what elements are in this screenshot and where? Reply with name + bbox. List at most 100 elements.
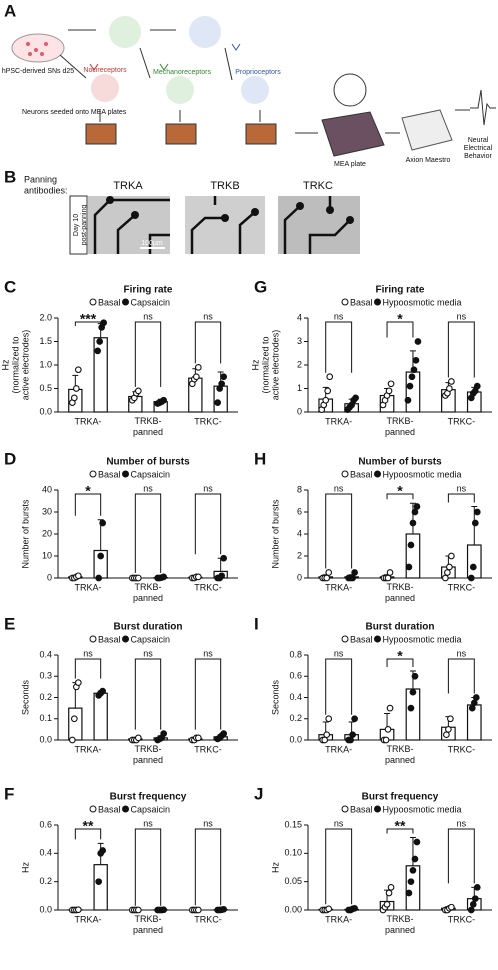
sig-bracket [135, 494, 160, 573]
y-tick-label: 0.0 [39, 734, 52, 744]
data-point [76, 680, 82, 686]
sig-label: ns [143, 818, 153, 828]
sig-bracket [135, 659, 160, 730]
data-point [449, 553, 455, 559]
legend-marker [123, 299, 129, 305]
panel-letter: A [4, 1, 16, 20]
sig-label: ns [203, 818, 213, 828]
sig-bracket [448, 494, 474, 503]
mea-small [86, 124, 276, 144]
y-tick-label: 0.15 [284, 819, 302, 829]
y-tick-label: 20 [42, 528, 52, 538]
sig-label: ns [143, 648, 153, 658]
x-tick-label: TRKA- [75, 582, 102, 592]
data-point [412, 509, 418, 515]
panel-letter: F [4, 784, 14, 803]
y-tick-label: 0.0 [39, 406, 52, 416]
data-point [96, 575, 102, 581]
data-point [324, 575, 330, 581]
data-point [385, 575, 391, 581]
bar [468, 545, 481, 578]
y-axis-label: (normalized to [10, 336, 20, 393]
data-point [447, 564, 453, 570]
data-point [412, 673, 418, 679]
x-tick-label: TRKA- [325, 582, 352, 592]
x-tick-label: TRKA- [75, 914, 102, 924]
data-point [449, 379, 455, 385]
data-point [410, 520, 416, 526]
data-point [405, 397, 411, 403]
sig-label: ns [334, 648, 344, 658]
y-tick-label: 0.4 [289, 692, 302, 702]
sig-bracket [448, 322, 474, 377]
sig-bracket [326, 829, 352, 904]
sig-label: ** [83, 818, 94, 834]
data-point [353, 395, 359, 401]
panel-letter: G [254, 277, 267, 296]
y-tick-label: 0.10 [284, 848, 302, 858]
data-point [136, 388, 142, 394]
x-tick-label: TRKB-panned [385, 416, 415, 437]
y-axis-label: Seconds [270, 679, 280, 715]
data-point [326, 716, 332, 722]
data-point [215, 400, 221, 406]
data-point [323, 397, 329, 403]
x-tick-label: TRKC- [194, 744, 222, 754]
y-tick-label: 0.2 [39, 876, 52, 886]
x-tick-label: TRKC- [194, 416, 222, 426]
data-point [414, 839, 420, 845]
x-tick-label: TRKC- [194, 914, 222, 924]
sig-label: ns [143, 483, 153, 493]
legend-marker [342, 471, 348, 477]
axion [402, 110, 452, 150]
y-tick-label: 30 [42, 506, 52, 516]
sig-label: ns [203, 648, 213, 658]
y-axis-label: Number of bursts [20, 499, 30, 569]
y-tick-label: 2 [297, 359, 302, 369]
data-point [350, 575, 356, 581]
sig-label: ns [334, 311, 344, 321]
data-point [447, 386, 453, 392]
legend-label: Basal [350, 297, 373, 307]
data-point [136, 735, 142, 741]
data-point [469, 705, 475, 711]
bar [94, 865, 107, 910]
y-tick-label: 0.2 [289, 713, 302, 723]
legend-marker [90, 299, 96, 305]
data-point [470, 902, 476, 908]
data-point [472, 520, 478, 526]
data-point [408, 705, 414, 711]
y-axis-label: Hz [270, 862, 280, 873]
legend-label: Hypoosmotic media [383, 297, 462, 307]
x-tick-label: TRKC- [194, 582, 222, 592]
data-point [468, 907, 474, 913]
legend-label: Basal [98, 804, 121, 814]
data-point [352, 570, 358, 576]
data-point [468, 575, 474, 581]
sig-label: ** [395, 818, 406, 834]
data-point [445, 570, 451, 576]
scale-label: 100μm [141, 240, 163, 247]
dish [12, 34, 64, 62]
data-point [387, 705, 393, 711]
y-tick-label: 2 [297, 550, 302, 560]
data-point [388, 885, 394, 891]
day-label: Day 10 [73, 214, 80, 236]
panel-letter: D [4, 449, 16, 468]
sig-bracket [448, 829, 474, 883]
chart-title: Firing rate [376, 285, 425, 296]
neural-label: Electrical [464, 145, 493, 152]
legend-label: Hypoosmotic media [383, 469, 462, 479]
legend-marker [123, 806, 129, 812]
data-point [414, 504, 420, 510]
data-point [221, 555, 227, 561]
data-point [412, 856, 418, 862]
chart-title: Number of bursts [358, 457, 442, 468]
sig-label: * [85, 483, 91, 499]
y-axis-label: active electrodes) [270, 330, 280, 401]
legend-label: Basal [98, 297, 121, 307]
data-point [101, 320, 107, 326]
sig-bracket [135, 322, 160, 387]
y-axis-label: (normalized to [260, 336, 270, 393]
noci-label: Nocireceptors [83, 67, 127, 74]
